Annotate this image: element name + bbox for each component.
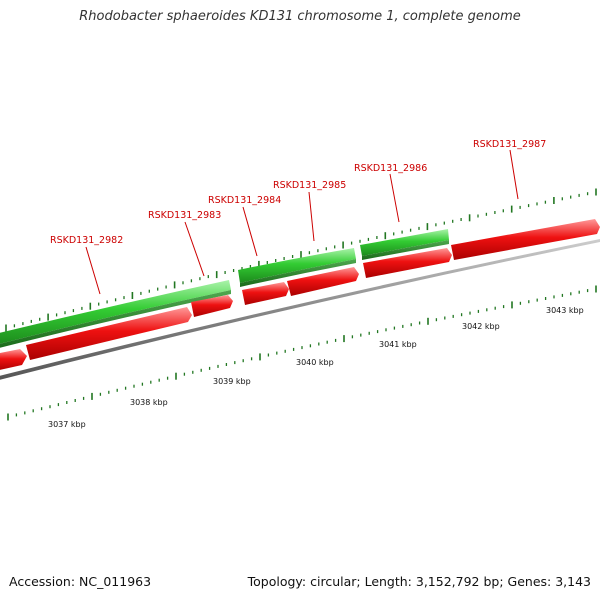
forward-gene-block-shadow: [0, 290, 231, 348]
gene-label-rskd131-2985[interactable]: RSKD131_2985: [273, 180, 346, 191]
gene-label-rskd131-2984[interactable]: RSKD131_2984: [208, 195, 281, 206]
inner-tick-row: [7, 285, 597, 421]
axis-labels: 3037 kbp 3038 kbp 3039 kbp 3040 kbp 3041…: [48, 306, 584, 429]
axis-label-3040: 3040 kbp: [296, 358, 334, 367]
axis-label-3037: 3037 kbp: [48, 420, 86, 429]
outer-tick-row: [5, 188, 597, 332]
accession-text: Accession: NC_011963: [9, 574, 152, 589]
axis-label-3041: 3041 kbp: [379, 340, 417, 349]
gene-labels: RSKD131_2982 RSKD131_2983 RSKD131_2984 R…: [50, 139, 546, 246]
axis-label-3038: 3038 kbp: [130, 398, 168, 407]
reverse-gene-arrow[interactable]: [0, 349, 27, 371]
axis-label-3042: 3042 kbp: [462, 322, 500, 331]
reverse-gene-track: [0, 219, 600, 371]
reverse-gene-arrow[interactable]: [191, 295, 233, 317]
gene-label-leaders: [85, 149, 519, 295]
reverse-gene-arrow[interactable]: [451, 219, 600, 260]
axis-label-3043: 3043 kbp: [546, 306, 584, 315]
forward-gene-block-shadow: [362, 240, 449, 260]
axis-label-3039: 3039 kbp: [213, 377, 251, 386]
reverse-gene-arrow[interactable]: [26, 307, 192, 360]
gene-label-rskd131-2983[interactable]: RSKD131_2983: [148, 210, 221, 221]
gene-label-rskd131-2982[interactable]: RSKD131_2982: [50, 235, 123, 246]
genome-summary-text: Topology: circular; Length: 3,152,792 bp…: [247, 574, 591, 589]
chromosome-backbone: [0, 239, 600, 380]
reverse-gene-arrow[interactable]: [363, 248, 452, 278]
gene-label-rskd131-2986[interactable]: RSKD131_2986: [354, 163, 427, 174]
reverse-gene-arrow[interactable]: [242, 282, 289, 305]
forward-gene-block[interactable]: [238, 248, 356, 283]
gene-label-rskd131-2987[interactable]: RSKD131_2987: [473, 139, 546, 150]
reverse-gene-arrow[interactable]: [287, 267, 359, 296]
map-title: Rhodobacter sphaeroides KD131 chromosome…: [79, 9, 521, 24]
forward-gene-block[interactable]: [360, 229, 449, 256]
forward-gene-block-shadow: [240, 259, 356, 287]
forward-gene-block[interactable]: [0, 280, 231, 345]
forward-gene-track: [0, 229, 449, 348]
